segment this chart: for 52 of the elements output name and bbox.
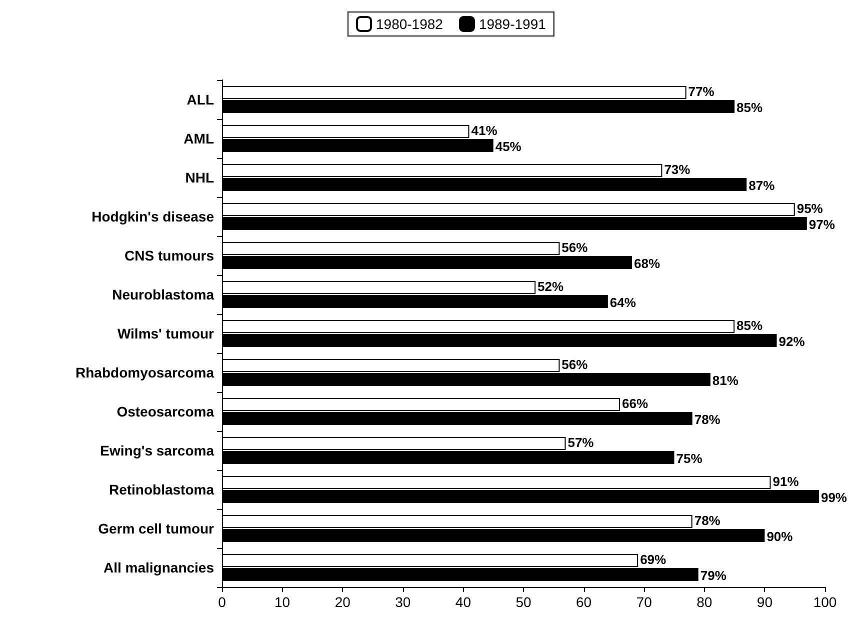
x-tick-label: 30 [395,594,411,610]
data-label: 41% [471,122,498,138]
data-label: 87% [748,178,776,194]
x-tick-label: 10 [274,594,290,610]
data-label: 56% [562,240,588,255]
y-tick-label: Neuroblastoma [112,286,214,302]
x-tick-label: 0 [218,594,226,610]
x-tick-label: 90 [756,594,773,610]
data-label: 99% [820,490,848,506]
data-label: 69% [640,552,667,567]
y-tick-label: CNS tumours [124,248,214,264]
data-label: 95% [796,200,824,216]
y-tick-label: Osteosarcoma [116,404,214,420]
data-label: 56% [562,356,588,372]
y-tick-label: Retinoblastoma [108,482,214,498]
y-tick-label: Wilms' tumour [117,326,215,342]
data-label: 78% [694,412,721,428]
x-tick-label: 50 [516,594,532,610]
data-label: 68% [634,256,660,272]
data-label: 57% [568,434,594,450]
x-tick-label: 100 [813,594,837,610]
legend-label: 1989-1991 [478,16,546,32]
data-label: 92% [778,334,806,350]
data-label: 97% [808,217,836,232]
data-label: 77% [688,84,715,99]
x-tick-label: 80 [696,594,712,610]
x-tick-label: 70 [636,594,652,610]
data-label: 78% [694,512,721,528]
y-tick-label: Germ cell tumour [98,520,215,536]
data-label: 85% [736,100,764,116]
data-label: 90% [766,529,794,544]
y-tick-label: AML [184,130,214,146]
data-label: 45% [495,139,522,154]
data-label: 81% [712,373,739,388]
y-tick-label: All malignancies [104,560,214,576]
data-label: 73% [664,162,691,177]
y-tick-label: Hodgkin's disease [92,208,214,224]
legend-label: 1980-1982 [376,16,444,32]
data-label: 91% [772,474,800,489]
x-tick-label: 20 [334,594,351,610]
data-label: 79% [700,568,727,584]
data-label: 66% [622,396,648,411]
y-tick-label: Ewing's sarcoma [100,442,214,458]
y-tick-label: ALL [186,92,214,108]
y-tick-label: Rhabdomyosarcoma [76,364,214,380]
x-tick-label: 60 [576,594,592,610]
data-label: 52% [538,278,564,294]
data-label: 64% [610,295,636,310]
data-label: 75% [676,451,703,466]
data-label: 85% [736,318,764,333]
y-tick-label: NHL [185,170,214,186]
x-tick-label: 40 [455,594,472,610]
